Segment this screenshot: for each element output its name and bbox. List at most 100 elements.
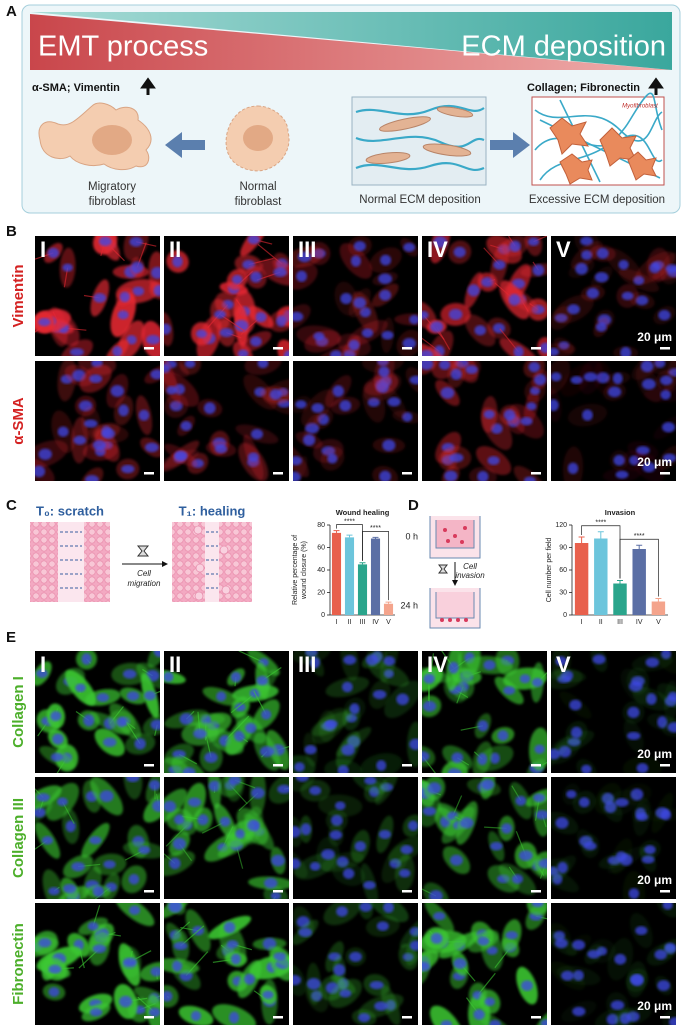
nucleus [614, 953, 627, 965]
nucleus [440, 1020, 452, 1025]
nucleus [333, 964, 346, 976]
nucleus [511, 874, 524, 884]
stain-label: Collagen I [10, 676, 27, 748]
nucleus [595, 322, 607, 332]
nucleus [180, 421, 192, 431]
panel-label: B [6, 223, 17, 240]
nucleus [429, 890, 443, 899]
error-bar [333, 530, 340, 533]
nucleus [513, 346, 524, 356]
nucleus [615, 470, 629, 479]
nucleus [667, 722, 676, 733]
nucleus [164, 800, 177, 813]
micrograph [164, 361, 289, 481]
x-tick-label: I [336, 619, 338, 626]
nucleus [117, 310, 129, 320]
nucleus [483, 410, 495, 419]
nucleus [450, 368, 462, 380]
nucleus [422, 349, 434, 356]
process-label: Cell [137, 569, 151, 578]
process-label: invasion [455, 571, 485, 580]
nucleus [382, 439, 396, 452]
y-tick-label: 60 [317, 544, 325, 551]
cell-caption: Normal [239, 181, 276, 193]
nucleus [628, 888, 640, 899]
nucleus [396, 693, 409, 706]
nucleus [534, 744, 545, 754]
y-tick-label: 120 [555, 522, 567, 529]
nucleus [551, 347, 560, 356]
nucleus [235, 829, 246, 839]
nucleus [35, 465, 46, 478]
nucleus [433, 911, 446, 921]
nucleus [488, 1019, 501, 1025]
nucleus [264, 878, 278, 889]
group-label: IV [427, 237, 448, 262]
nucleus [582, 409, 593, 421]
scale-bar [531, 764, 541, 767]
nucleus [57, 797, 68, 807]
nucleus [234, 730, 246, 742]
nucleus [515, 795, 527, 806]
nucleus [251, 787, 265, 799]
bar [370, 538, 381, 615]
nucleus [119, 995, 133, 1008]
nucleus [48, 887, 60, 896]
nucleus [150, 966, 160, 977]
nucleus [372, 689, 387, 700]
nucleus [353, 240, 366, 252]
nucleus [569, 699, 582, 711]
stain-label: Fibronectin [10, 923, 27, 1005]
nucleus [621, 291, 634, 301]
nucleus [430, 932, 443, 944]
hourglass [136, 545, 150, 557]
nucleus [296, 270, 307, 282]
nucleus [297, 251, 312, 263]
nucleus [223, 921, 236, 934]
scale-bar [402, 1016, 412, 1019]
nucleus [477, 471, 489, 481]
nucleus [174, 814, 185, 825]
nucleus [374, 1001, 388, 1011]
micrograph [551, 903, 676, 1025]
error-bar [617, 580, 623, 584]
y-tick-label: 80 [317, 522, 325, 529]
nucleus [615, 798, 629, 807]
nucleus [610, 1000, 625, 1011]
nucleus [229, 1011, 240, 1024]
scale-label: 20 μm [637, 455, 672, 469]
scale-bar [402, 764, 412, 767]
nucleus [409, 314, 418, 325]
nucleus [184, 361, 196, 368]
filament [159, 651, 160, 652]
y-axis-label: wound closure (%) [301, 541, 308, 600]
nucleus [196, 329, 207, 338]
nucleus [349, 951, 363, 962]
scale-bar [144, 890, 154, 893]
micrograph [422, 777, 547, 899]
x-tick-label: III [617, 619, 623, 626]
nucleus [535, 810, 547, 820]
nucleus [145, 442, 159, 453]
nucleus [293, 826, 301, 838]
nucleus [531, 903, 544, 908]
panel-label: E [6, 629, 16, 646]
nucleus [311, 403, 324, 413]
nucleus [477, 753, 488, 766]
nucleus [378, 273, 393, 285]
nucleus [36, 793, 51, 802]
nucleus [92, 885, 104, 897]
healing-title: T₁: healing [179, 503, 246, 518]
micrograph [293, 903, 418, 1025]
micrograph [551, 361, 676, 481]
nucleus [164, 990, 173, 1002]
nucleus [98, 236, 112, 246]
micrograph [164, 236, 289, 356]
time-label: 0 h [405, 531, 418, 541]
nucleus [121, 464, 135, 474]
nucleus [182, 767, 196, 773]
nucleus [586, 287, 600, 299]
nucleus [118, 404, 129, 417]
error-bar [655, 598, 662, 602]
